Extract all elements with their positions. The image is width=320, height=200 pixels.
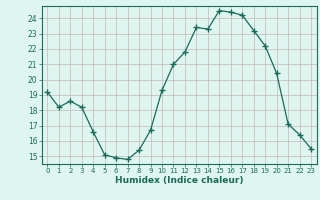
- X-axis label: Humidex (Indice chaleur): Humidex (Indice chaleur): [115, 176, 244, 185]
